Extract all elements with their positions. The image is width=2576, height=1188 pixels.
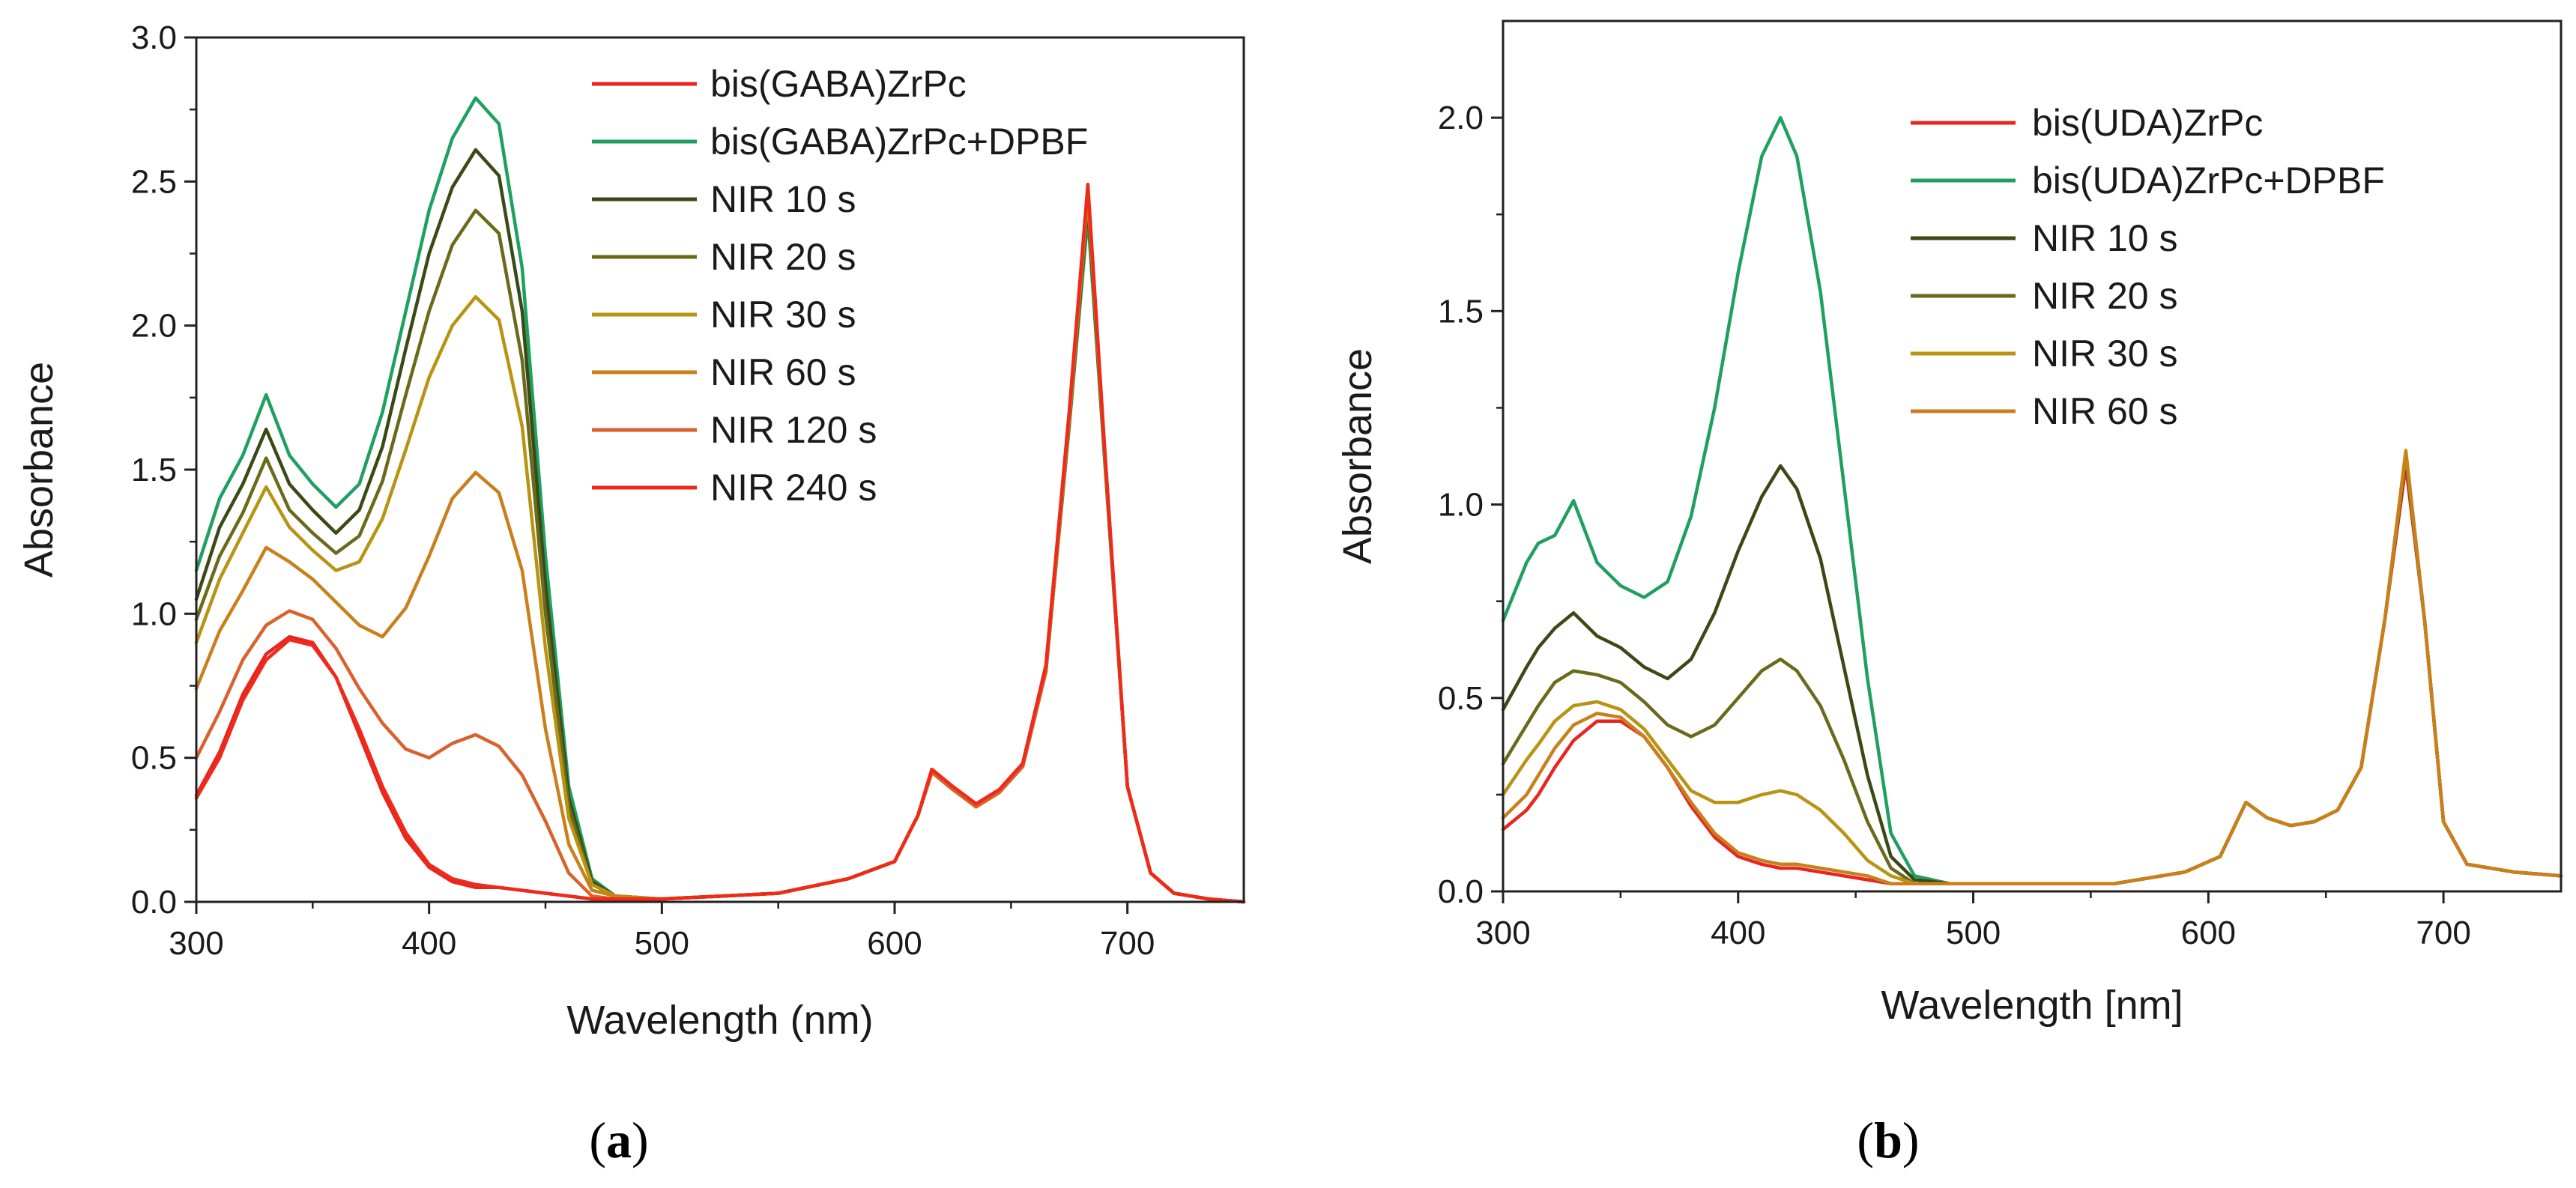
plot-frame-b [1502,19,2563,893]
legend-label-a-4: NIR 30 s [710,294,856,336]
chart-panel-a: 300 400 500 600 700 0.0 0.5 1.0 1.5 2.0 2.5 3.0 bis… [16,19,1246,1169]
x-tick-label-a-4: 700 [1100,925,1155,962]
y-tick-label-a-2: 1.0 [131,595,177,632]
legend-label-b-1: bis(UDA)ZrPc+DPBF [2032,160,2385,201]
panel-label-a: (a) [589,1112,648,1169]
legend-a: bis(GABA)ZrPc bis(GABA)ZrPc+DPBF NIR 10 s N… [592,63,1088,509]
x-tick-label-b-3: 600 [2181,915,2236,951]
y-tick-label-b-1: 0.5 [1438,680,1484,717]
y-tick-label-b-3: 1.5 [1438,293,1484,330]
series-line-b-5 [1501,452,2563,885]
x-tick-label-b-1: 400 [1711,915,1765,951]
y-tick-label-a-3: 1.5 [131,452,177,488]
legend-label-b-2: NIR 10 s [2032,217,2178,259]
panel-letter-b: b [1874,1112,1902,1169]
legend-label-a-5: NIR 60 s [710,351,856,393]
x-tick-label-a-1: 400 [402,925,456,962]
legend-b: bis(UDA)ZrPc bis(UDA)ZrPc+DPBF NIR 10 s NIR… [1911,102,2385,432]
legend-label-a-6: NIR 120 s [710,409,877,451]
x-axis-title-a: Wavelength (nm) [566,998,873,1043]
y-tick-label-b-2: 1.0 [1438,487,1484,524]
legend-label-b-5: NIR 60 s [2032,390,2178,432]
axis-ticks-b: 300 400 500 600 700 0.0 0.5 1.0 1.5 2.0 [1438,100,2471,951]
y-tick-label-a-5: 2.5 [131,163,177,200]
x-tick-label-a-2: 500 [635,925,689,962]
legend-label-b-0: bis(UDA)ZrPc [2032,102,2263,144]
legend-label-a-1: bis(GABA)ZrPc+DPBF [710,121,1088,163]
panel-letter-a: a [606,1112,632,1169]
x-tick-label-a-0: 300 [169,925,223,962]
chart-panel-b: 300 400 500 600 700 0.0 0.5 1.0 1.5 2.0 bis(UDA)Z… [1335,19,2563,1169]
x-tick-label-a-3: 600 [867,925,922,962]
x-tick-label-b-4: 700 [2416,915,2470,951]
panel-label-b: (b) [1857,1112,1919,1169]
legend-label-a-7: NIR 240 s [710,467,877,509]
series-line-a-7 [194,182,1246,904]
y-tick-label-b-4: 2.0 [1438,100,1484,136]
legend-label-a-3: NIR 20 s [710,236,856,278]
legend-label-b-4: NIR 30 s [2032,333,2178,375]
y-axis-title-a: Absorbance [16,362,61,578]
x-tick-label-b-2: 500 [1946,915,2001,951]
x-axis-title-b: Wavelength [nm] [1881,983,2183,1028]
y-tick-label-a-1: 0.5 [131,740,177,777]
axis-ticks-a: 300 400 500 600 700 0.0 0.5 1.0 1.5 2.0 2.5 3.0 [131,19,1155,962]
y-tick-label-a-0: 0.0 [131,884,177,921]
legend-label-a-0: bis(GABA)ZrPc [710,63,967,105]
y-tick-label-a-6: 3.0 [131,19,177,56]
y-tick-label-a-4: 2.0 [131,308,177,345]
x-tick-label-b-0: 300 [1475,915,1530,951]
legend-label-a-2: NIR 10 s [710,178,856,220]
y-axis-title-b: Absorbance [1335,348,1380,564]
y-tick-label-b-0: 0.0 [1438,873,1484,910]
series-lines-b [1501,115,2563,885]
series-lines-a [194,96,1246,904]
legend-label-b-3: NIR 20 s [2032,275,2178,317]
